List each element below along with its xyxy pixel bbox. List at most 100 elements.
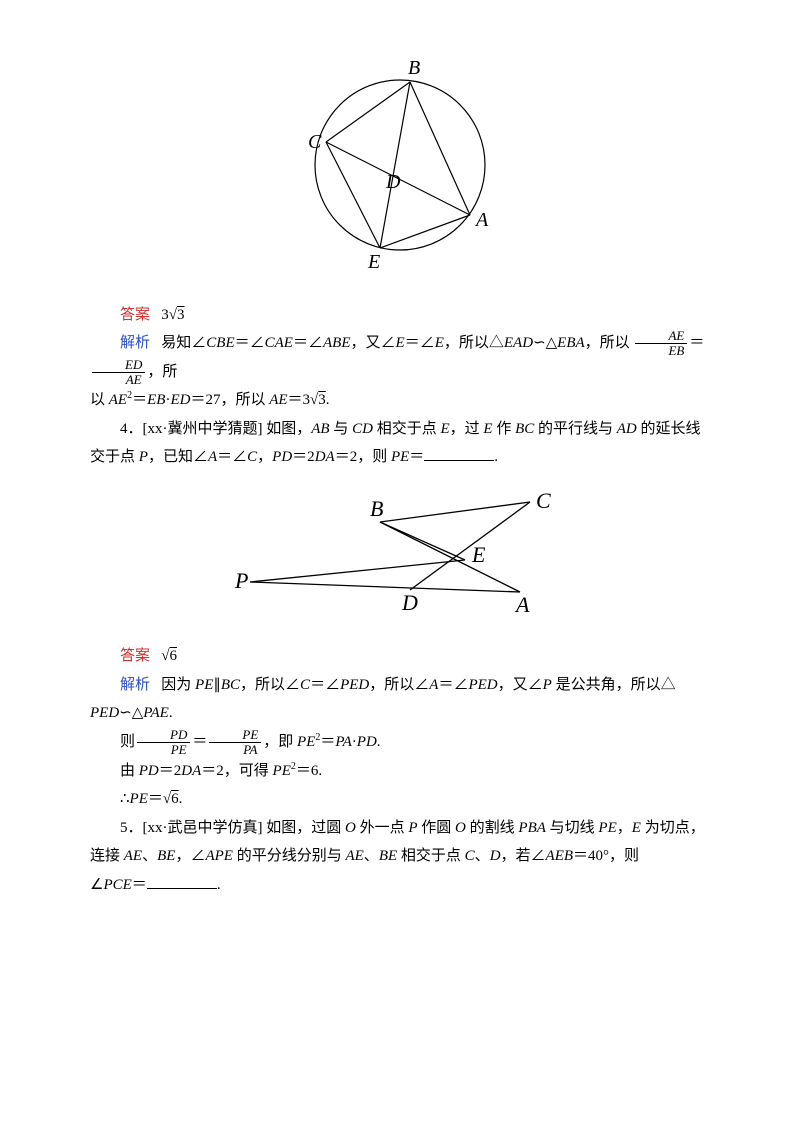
t: 作 [493, 421, 516, 437]
t: PE [130, 791, 148, 807]
frac-pd-pe: PDPE [137, 728, 190, 756]
t: ABE [323, 335, 351, 351]
t: ＝2，可得 [201, 763, 272, 779]
t: ＝∠ [217, 449, 247, 465]
fig1-label-B: B [408, 57, 420, 79]
fig1-label-C: C [308, 131, 322, 153]
t: ， [617, 820, 632, 836]
answer-3: 答案 3√3 [90, 301, 710, 330]
fig1-label-E: E [367, 251, 380, 273]
t: 以 [90, 392, 109, 408]
figure-pbcdea: P B C D E A [90, 482, 710, 633]
t: 的割线 [466, 820, 519, 836]
fig1-label-A: A [474, 209, 489, 231]
t: 与切线 [546, 820, 599, 836]
t: PD [357, 734, 377, 750]
t: O [455, 820, 466, 836]
den: PA [209, 743, 261, 757]
t: BE [379, 848, 397, 864]
answer3-radicand: 3 [177, 307, 185, 323]
t: P [408, 820, 417, 836]
answer-label: 答案 [120, 307, 150, 323]
t: PE [598, 820, 616, 836]
t: 相交于点 [397, 848, 465, 864]
t: 的平行线与 [534, 421, 617, 437]
problem-5-line1: 5．[xx·武邑中学仿真] 如图，过圆 O 外一点 P 作圆 O 的割线 PBA… [90, 814, 710, 843]
t: AEB [546, 848, 574, 864]
t: ＝∠ [293, 335, 323, 351]
problem-4-line1: 4．[xx·冀州中学猜题] 如图，AB 与 CD 相交于点 E，过 E 作 BC… [90, 415, 710, 444]
t: 相交于点 [373, 421, 441, 437]
t: E [440, 421, 449, 437]
t: PED [90, 705, 119, 721]
t: PAE [143, 705, 169, 721]
t: ， [257, 449, 272, 465]
t: 、 [475, 848, 490, 864]
t: A [208, 449, 217, 465]
t: PCE [103, 877, 131, 893]
t: 4．[xx·冀州中学猜题] 如图， [120, 421, 311, 437]
figure-circle-triangle: B C D A E [90, 50, 710, 291]
analysis-label: 解析 [120, 677, 150, 693]
fig2-B: B [370, 496, 383, 521]
t: ＝ [409, 449, 424, 465]
den: PE [137, 743, 190, 757]
problem-5-line3: ∠PCE＝. [90, 871, 710, 900]
analysis-4-line4: 由 PD＝2DA＝2，可得 PE2＝6. [90, 757, 710, 786]
t: ，过 [450, 421, 484, 437]
t: 则 [120, 734, 135, 750]
num: AE [635, 329, 687, 344]
t: EBA [557, 335, 585, 351]
t: ，又∠ [351, 335, 396, 351]
t: ＝ [132, 392, 147, 408]
t: ＝2，则 [335, 449, 391, 465]
t: . [377, 734, 381, 750]
t: P [543, 677, 552, 693]
t: 的延长线 [637, 421, 701, 437]
fig1-label-D: D [385, 171, 401, 193]
t: ＝ [689, 335, 704, 351]
t: ，已知∠ [148, 449, 208, 465]
t: ，所以∠ [369, 677, 429, 693]
t: E [632, 820, 641, 836]
analysis-3-line1: 解析 易知∠CBE＝∠CAE＝∠ABE，又∠E＝∠E，所以△EAD∽△EBA，所… [90, 329, 710, 386]
t: 由 [120, 763, 139, 779]
t: ＝3 [288, 392, 311, 408]
t: ，即 [263, 734, 297, 750]
t: PED [468, 677, 497, 693]
t: ，又∠ [498, 677, 543, 693]
t: ∥ [213, 677, 221, 693]
t: CD [352, 421, 373, 437]
t: AE [109, 392, 127, 408]
t: AD [617, 421, 637, 437]
t: E [396, 335, 405, 351]
t: D [490, 848, 501, 864]
frac-pe-pa: PEPA [209, 728, 261, 756]
t: PE [297, 734, 315, 750]
den: AE [92, 373, 145, 387]
num: ED [92, 358, 145, 373]
t: 是公共角，所以△ [552, 677, 676, 693]
page-content: B C D A E 答案 3√3 解析 易知∠CBE＝∠CAE＝∠ABE，又∠E… [0, 0, 800, 939]
blank-pce [147, 873, 217, 889]
t: ＝ [192, 734, 207, 750]
t: ＝∠ [438, 677, 468, 693]
problem-5-line2: 连接 AE、BE，∠APE 的平分线分别与 AE、BE 相交于点 C、D，若∠A… [90, 842, 710, 871]
analysis-4-line5: ∴PE＝√6. [90, 785, 710, 814]
t: BC [221, 677, 240, 693]
t: ＝2 [292, 449, 315, 465]
t: ＝27，所以 [190, 392, 269, 408]
t: PED [340, 677, 369, 693]
t: ，所以 [585, 335, 630, 351]
t: AE [124, 848, 142, 864]
t: 6 [171, 791, 179, 807]
t: ＝ [148, 791, 163, 807]
answer-4: 答案 √6 [90, 642, 710, 671]
t: ∠ [90, 877, 103, 893]
den: EB [635, 344, 687, 358]
t: AE [345, 848, 363, 864]
t: ，所以△ [444, 335, 504, 351]
t: O [345, 820, 356, 836]
t: AB [311, 421, 329, 437]
t: 与 [330, 421, 353, 437]
